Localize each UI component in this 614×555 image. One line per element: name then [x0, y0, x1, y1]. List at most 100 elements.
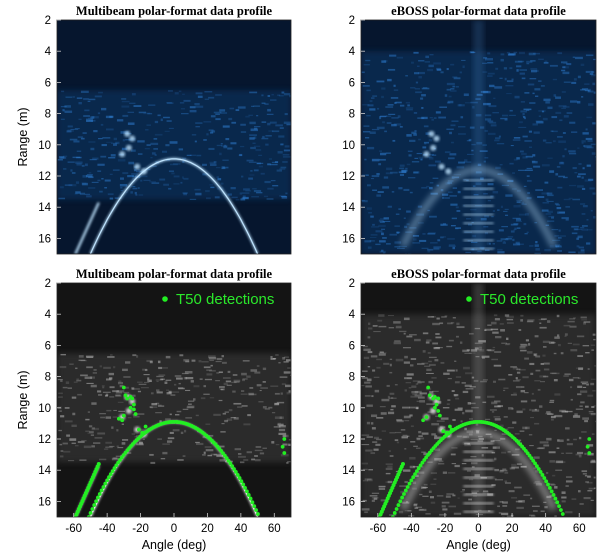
detection-point	[128, 405, 133, 410]
detection-point	[114, 463, 119, 468]
target-arc	[399, 428, 558, 511]
detection-point	[116, 416, 121, 421]
detection-point	[133, 412, 138, 416]
detection-point	[437, 413, 442, 418]
panel-title: Multibeam polar-format data profile	[76, 4, 273, 18]
panel-top-left: Multibeam polar-format data profile 2 4 6 8 1…	[16, 4, 292, 255]
y-tick-label: 10	[342, 140, 355, 152]
y-tick-label: 10	[342, 403, 355, 415]
y-tick-label: 16	[38, 233, 51, 245]
detection-point	[121, 385, 126, 390]
detection-point	[444, 430, 449, 435]
detection-point	[250, 500, 255, 505]
detection-point	[137, 427, 141, 432]
detection-point	[254, 508, 258, 512]
detection-point	[434, 402, 439, 407]
legend-marker	[466, 296, 472, 302]
legend-marker	[162, 296, 168, 302]
x-axis-label: Angle (deg)	[142, 538, 207, 552]
clutter-band	[57, 353, 291, 463]
detection-point	[587, 451, 592, 455]
detection-point	[96, 495, 100, 500]
legend: T50 detections	[162, 291, 274, 308]
detection-point	[553, 496, 558, 501]
x-axis-label: Angle (deg)	[446, 538, 511, 552]
detection-point	[559, 508, 563, 512]
axes-frame	[56, 19, 292, 255]
x-tick-label: -60	[369, 523, 386, 535]
detection-point	[555, 500, 560, 505]
detection-point	[94, 499, 99, 504]
detection-point	[228, 461, 233, 466]
y-tick-label: 16	[342, 496, 355, 508]
detection-point	[232, 467, 236, 471]
detection-point	[392, 511, 397, 515]
panel-title: eBOSS polar-format data profile	[391, 267, 566, 281]
detection-point	[120, 418, 125, 423]
detection-point	[538, 470, 543, 474]
y-tick-label: 6	[349, 77, 355, 89]
y-tick-label: 2	[349, 278, 355, 290]
detection-point	[125, 396, 130, 401]
detection-point	[377, 515, 382, 517]
detection-point	[86, 515, 91, 517]
x-tick-label: 20	[506, 523, 519, 535]
y-tick-label: 12	[38, 171, 51, 183]
detection-point	[396, 503, 401, 507]
detection-point	[112, 466, 117, 471]
detection-point	[533, 461, 537, 466]
y-tick-label: 6	[45, 77, 51, 89]
detection-point	[110, 469, 115, 474]
y-tick-label: 14	[38, 202, 51, 214]
detection-point	[405, 485, 410, 489]
detection-point	[92, 503, 97, 507]
panel-title: Multibeam polar-format data profile	[76, 267, 273, 281]
detection-point	[143, 424, 148, 429]
y-tick-label: 12	[342, 171, 355, 183]
detection-point	[531, 458, 536, 463]
y-tick-label: 8	[349, 109, 355, 121]
y-axis-label: Range (m)	[16, 107, 30, 166]
panel-title: eBOSS polar-format data profile	[391, 4, 566, 18]
detection-point	[233, 470, 238, 474]
detection-point	[256, 512, 260, 516]
detection-point	[131, 407, 136, 412]
axes-frame	[360, 19, 597, 255]
x-tick-label: -40	[403, 523, 420, 535]
detection-point	[448, 424, 452, 429]
detection-point	[411, 475, 416, 480]
x-tick-label: -20	[437, 523, 454, 535]
y-tick-label: 4	[349, 46, 356, 58]
y-tick-label: 4	[45, 309, 52, 321]
plot-area	[361, 20, 596, 254]
y-tick-label: 8	[45, 372, 51, 384]
y-tick-label: 6	[349, 340, 355, 352]
plot-area	[361, 283, 596, 517]
detection-point	[390, 515, 395, 517]
detection-point	[235, 473, 240, 477]
detection-point	[280, 444, 285, 449]
legend: T50 detections	[466, 291, 578, 308]
detection-point	[130, 396, 135, 401]
detection-point	[427, 393, 432, 398]
detection-point	[441, 429, 446, 434]
y-tick-label: 2	[349, 15, 355, 27]
detection-point	[424, 415, 429, 420]
y-tick-label: 4	[349, 309, 356, 321]
detection-point	[403, 488, 408, 493]
y-tick-label: 4	[45, 46, 52, 58]
detection-point	[585, 444, 590, 449]
y-tick-label: 10	[38, 403, 51, 415]
clutter-band	[57, 90, 291, 200]
detection-point	[544, 479, 549, 484]
x-tick-label: 0	[171, 523, 177, 535]
detection-point	[123, 393, 128, 398]
detection-point	[282, 451, 287, 455]
detection-point	[116, 460, 121, 465]
detection-point	[416, 466, 421, 471]
detection-point	[121, 413, 126, 418]
target-arc-core	[89, 158, 259, 254]
x-tick-label: -20	[132, 523, 149, 535]
y-tick-label: 12	[342, 434, 355, 446]
